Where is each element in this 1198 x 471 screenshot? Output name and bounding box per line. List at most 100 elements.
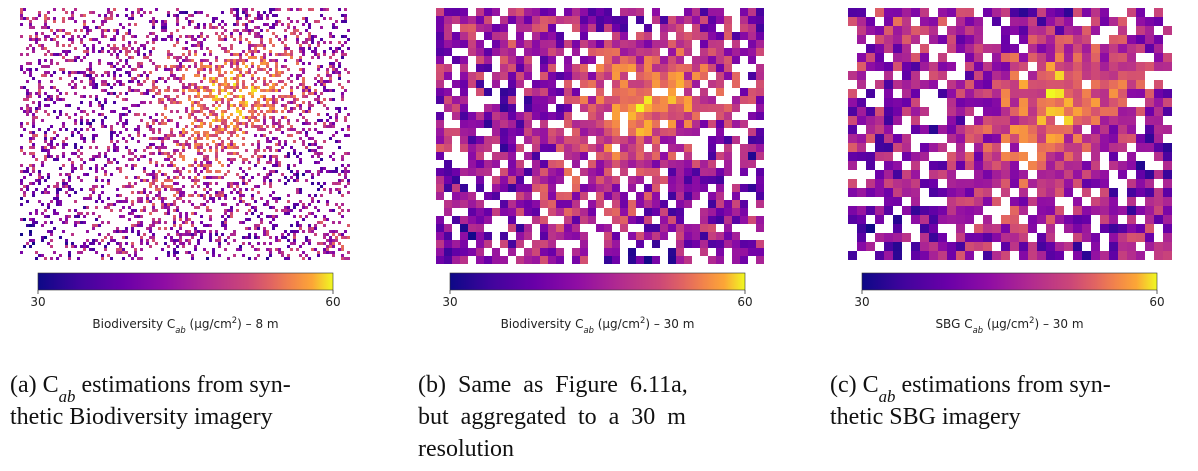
map-cell (476, 136, 484, 144)
map-cell (185, 140, 188, 143)
map-cell (311, 35, 314, 38)
map-cell (263, 167, 266, 170)
map-cell (893, 17, 902, 26)
map-cell (644, 112, 652, 120)
map-cell (708, 152, 716, 160)
map-cell (287, 155, 290, 158)
map-cell (266, 176, 269, 179)
map-cell (302, 89, 305, 92)
map-cell (251, 107, 254, 110)
map-cell (218, 194, 221, 197)
map-cell (296, 38, 299, 41)
map-cell (113, 239, 116, 242)
map-cell (436, 232, 444, 240)
map-cell (452, 192, 460, 200)
map-cell (290, 8, 293, 11)
map-cell (532, 16, 540, 24)
map-cell (1163, 26, 1172, 35)
map-cell (77, 176, 80, 179)
map-cell (56, 203, 59, 206)
map-cell (197, 230, 200, 233)
map-cell (170, 164, 173, 167)
map-cell (476, 8, 484, 16)
map-cell (436, 216, 444, 224)
map-cell (692, 232, 700, 240)
map-cell (278, 89, 281, 92)
map-cell (59, 77, 62, 80)
map-cell (866, 44, 875, 53)
map-cell (700, 184, 708, 192)
map-cell (167, 155, 170, 158)
map-cell (233, 83, 236, 86)
map-cell (161, 182, 164, 185)
map-cell (540, 64, 548, 72)
map-cell (628, 56, 636, 64)
map-cell (242, 176, 245, 179)
map-cell (251, 122, 254, 125)
map-cell (173, 149, 176, 152)
map-cell (191, 212, 194, 215)
map-cell (113, 50, 116, 53)
map-cell (41, 164, 44, 167)
map-cell (692, 56, 700, 64)
map-cell (299, 44, 302, 47)
map-cell (26, 98, 29, 101)
map-cell (29, 131, 32, 134)
map-cell (652, 104, 660, 112)
map-cell (215, 125, 218, 128)
map-cell (185, 56, 188, 59)
map-cell (947, 152, 956, 161)
map-cell (524, 120, 532, 128)
map-cell (532, 32, 540, 40)
map-cell (164, 158, 167, 161)
map-cell (938, 143, 947, 152)
map-cell (86, 119, 89, 122)
map-cell (492, 176, 500, 184)
map-cell (848, 152, 857, 161)
map-cell (275, 59, 278, 62)
map-cell (110, 137, 113, 140)
map-cell (684, 96, 692, 104)
map-cell (1100, 89, 1109, 98)
map-cell (305, 146, 308, 149)
map-cell (1019, 17, 1028, 26)
map-cell (947, 107, 956, 116)
map-cell (311, 200, 314, 203)
map-cell (197, 137, 200, 140)
map-cell (62, 17, 65, 20)
map-cell (230, 47, 233, 50)
map-cell (206, 176, 209, 179)
map-cell (1019, 107, 1028, 116)
map-cell (444, 16, 452, 24)
map-cell (338, 47, 341, 50)
map-cell (131, 17, 134, 20)
map-cell (748, 216, 756, 224)
map-cell (185, 110, 188, 113)
map-cell (221, 194, 224, 197)
map-cell (188, 89, 191, 92)
map-cell (164, 242, 167, 245)
map-cell (89, 146, 92, 149)
map-cell (173, 134, 176, 137)
map-cell (236, 83, 239, 86)
map-cell (125, 50, 128, 53)
map-cell (203, 176, 206, 179)
map-cell (260, 17, 263, 20)
map-cell (1100, 107, 1109, 116)
map-cell (452, 184, 460, 192)
map-cell (347, 113, 350, 116)
map-cell (326, 251, 329, 254)
map-cell (1019, 8, 1028, 17)
map-cell (305, 206, 308, 209)
map-cell (104, 35, 107, 38)
map-cell (230, 71, 233, 74)
map-cell (1145, 17, 1154, 26)
map-cell (732, 72, 740, 80)
map-cell (684, 176, 692, 184)
map-cell (269, 173, 272, 176)
map-cell (572, 216, 580, 224)
map-cell (305, 131, 308, 134)
map-cell (197, 86, 200, 89)
map-cell (875, 62, 884, 71)
map-cell (911, 215, 920, 224)
